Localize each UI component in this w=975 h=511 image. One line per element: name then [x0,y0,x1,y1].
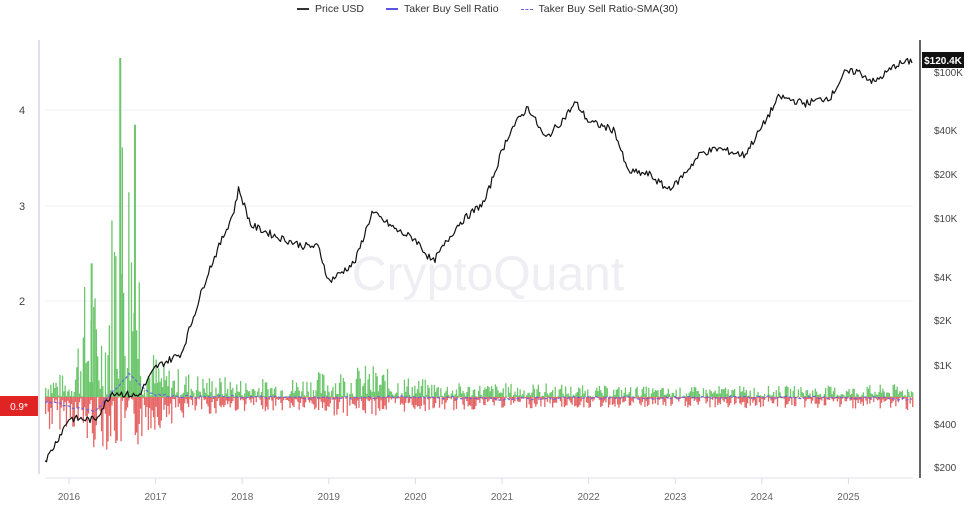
ratio-bars-buy [45,57,914,397]
svg-text:2024: 2024 [751,492,774,503]
legend-label: Price USD [314,3,364,15]
svg-text:4: 4 [19,105,25,117]
svg-text:$10K: $10K [934,214,958,225]
svg-text:$2K: $2K [934,316,952,327]
current-ratio-badge: 0.9* [0,396,38,416]
svg-text:$4K: $4K [934,273,952,284]
svg-text:2016: 2016 [58,492,81,503]
svg-text:2021: 2021 [491,492,514,503]
price-line [44,57,913,463]
legend-label: Taker Buy Sell Ratio [404,3,499,15]
svg-text:$200: $200 [934,463,957,474]
right-axis-ticks: $100K $40K $20K $10K $4K $2K $1K $400 $2… [934,68,963,474]
x-axis-ticks: 2016 2017 2018 2019 2020 2021 2022 2023 2024 2025 [58,478,860,503]
svg-text:3: 3 [19,201,25,213]
dashed-swatch-icon [520,8,533,10]
legend-item-sma[interactable]: Taker Buy Sell Ratio-SMA(30) [520,3,679,15]
line-swatch-icon [296,8,309,10]
svg-text:$400: $400 [934,420,957,431]
ratio-bars-sell [45,397,914,450]
svg-text:2019: 2019 [318,492,341,503]
svg-text:$1K: $1K [934,361,952,372]
svg-text:2018: 2018 [231,492,254,503]
svg-text:2022: 2022 [577,492,600,503]
svg-text:$20K: $20K [934,170,958,181]
svg-text:2020: 2020 [404,492,427,503]
svg-text:$40K: $40K [934,126,958,137]
svg-text:2017: 2017 [144,492,167,503]
legend-item-ratio[interactable]: Taker Buy Sell Ratio [386,3,499,15]
svg-text:2023: 2023 [664,492,687,503]
svg-text:$120.4K: $120.4K [924,56,963,67]
svg-text:2025: 2025 [837,492,860,503]
svg-text:0.9*: 0.9* [10,402,28,413]
watermark: CryptoQuant [352,248,624,301]
svg-text:2: 2 [19,296,25,308]
left-axis-ticks: 4 3 2 [19,105,25,308]
line-swatch-icon [386,8,398,10]
sma-line [44,372,913,412]
svg-text:$100K: $100K [934,68,963,79]
legend-item-price[interactable]: Price USD [296,3,364,15]
chart-legend: Price USD Taker Buy Sell Ratio Taker Buy… [0,3,975,15]
current-price-badge: $120.4K [922,52,964,68]
legend-label: Taker Buy Sell Ratio-SMA(30) [538,3,679,15]
